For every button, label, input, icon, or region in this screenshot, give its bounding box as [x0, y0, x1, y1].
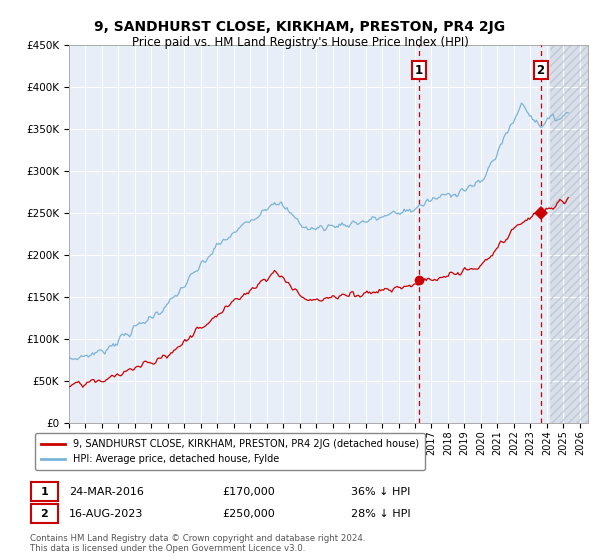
- Text: 2: 2: [536, 63, 545, 77]
- Text: 36% ↓ HPI: 36% ↓ HPI: [351, 487, 410, 497]
- Text: 9, SANDHURST CLOSE, KIRKHAM, PRESTON, PR4 2JG: 9, SANDHURST CLOSE, KIRKHAM, PRESTON, PR…: [94, 20, 506, 34]
- Legend: 9, SANDHURST CLOSE, KIRKHAM, PRESTON, PR4 2JG (detached house), HPI: Average pri: 9, SANDHURST CLOSE, KIRKHAM, PRESTON, PR…: [35, 433, 425, 470]
- Text: 24-MAR-2016: 24-MAR-2016: [69, 487, 144, 497]
- Bar: [550, 45, 588, 423]
- FancyBboxPatch shape: [31, 504, 58, 523]
- Text: £170,000: £170,000: [222, 487, 275, 497]
- Text: 1: 1: [415, 63, 423, 77]
- Text: 28% ↓ HPI: 28% ↓ HPI: [351, 508, 410, 519]
- FancyBboxPatch shape: [31, 482, 58, 501]
- Text: Contains HM Land Registry data © Crown copyright and database right 2024.
This d: Contains HM Land Registry data © Crown c…: [30, 534, 365, 553]
- Text: 2: 2: [41, 508, 48, 519]
- Text: Price paid vs. HM Land Registry's House Price Index (HPI): Price paid vs. HM Land Registry's House …: [131, 36, 469, 49]
- Text: 1: 1: [41, 487, 48, 497]
- Text: £250,000: £250,000: [222, 508, 275, 519]
- Bar: [550, 45, 588, 423]
- Text: 16-AUG-2023: 16-AUG-2023: [69, 508, 143, 519]
